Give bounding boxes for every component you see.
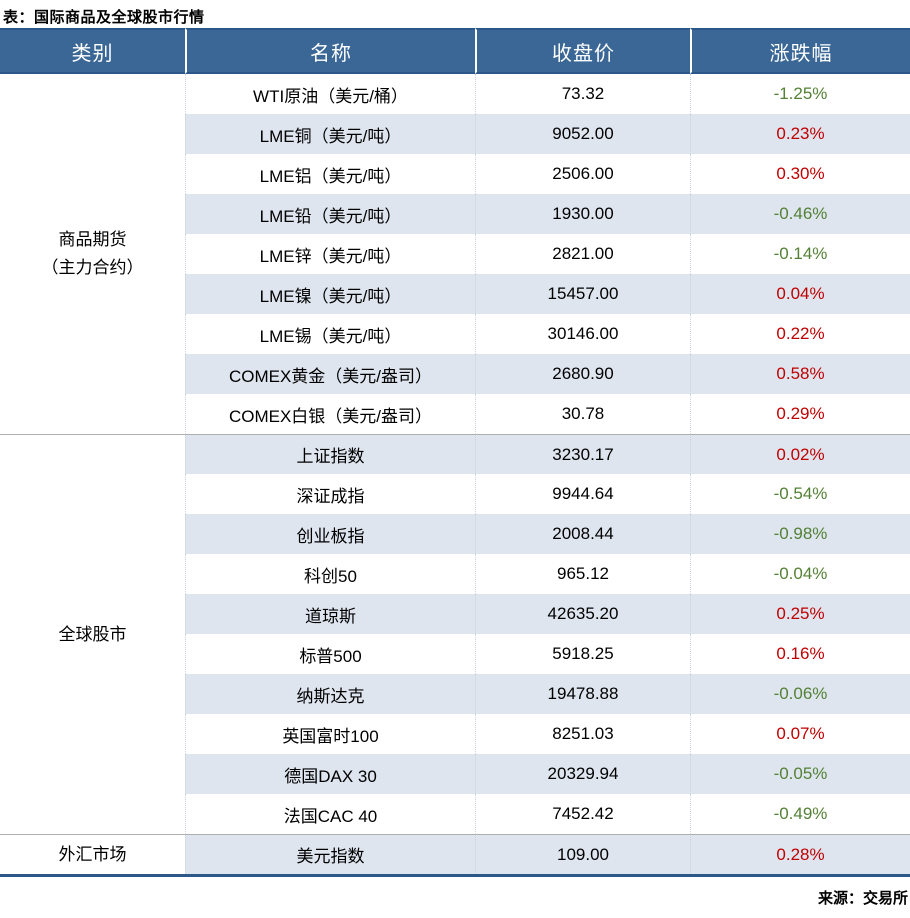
- close-cell: 42635.20: [475, 594, 690, 634]
- change-cell: -0.46%: [690, 194, 910, 234]
- change-cell: 0.29%: [690, 394, 910, 434]
- close-cell: 2506.00: [475, 154, 690, 194]
- change-cell: 0.58%: [690, 354, 910, 394]
- close-cell: 19478.88: [475, 674, 690, 714]
- close-cell: 5918.25: [475, 634, 690, 674]
- change-cell: -0.49%: [690, 794, 910, 834]
- name-cell: 创业板指: [185, 514, 475, 554]
- change-cell: -0.14%: [690, 234, 910, 274]
- name-cell: 法国CAC 40: [185, 794, 475, 834]
- name-cell: LME镍（美元/吨）: [185, 274, 475, 314]
- name-cell: COMEX白银（美元/盎司）: [185, 394, 475, 434]
- change-cell: 0.30%: [690, 154, 910, 194]
- close-cell: 2680.90: [475, 354, 690, 394]
- close-cell: 15457.00: [475, 274, 690, 314]
- name-cell: LME铅（美元/吨）: [185, 194, 475, 234]
- header-close: 收盘价: [475, 28, 690, 74]
- close-cell: 1930.00: [475, 194, 690, 234]
- close-cell: 9052.00: [475, 114, 690, 154]
- header-category: 类别: [0, 28, 185, 74]
- change-cell: -0.06%: [690, 674, 910, 714]
- change-cell: 0.28%: [690, 834, 910, 874]
- close-cell: 73.32: [475, 74, 690, 114]
- name-cell: 纳斯达克: [185, 674, 475, 714]
- change-cell: 0.22%: [690, 314, 910, 354]
- category-cell-global-stocks: 全球股市: [0, 434, 185, 834]
- name-cell: LME铜（美元/吨）: [185, 114, 475, 154]
- category-cell-forex: 外汇市场: [0, 834, 185, 874]
- name-cell: 标普500: [185, 634, 475, 674]
- change-cell: -0.05%: [690, 754, 910, 794]
- name-cell: 科创50: [185, 554, 475, 594]
- category-cell-commodity-futures: 商品期货 （主力合约）: [0, 74, 185, 434]
- name-cell: LME锌（美元/吨）: [185, 234, 475, 274]
- category-label: （主力合约）: [41, 258, 144, 277]
- change-cell: -0.98%: [690, 514, 910, 554]
- name-cell: 深证成指: [185, 474, 475, 514]
- change-cell: 0.04%: [690, 274, 910, 314]
- close-cell: 30146.00: [475, 314, 690, 354]
- change-cell: -0.54%: [690, 474, 910, 514]
- name-cell: LME锡（美元/吨）: [185, 314, 475, 354]
- header-change: 涨跌幅: [690, 28, 910, 74]
- change-cell: -0.04%: [690, 554, 910, 594]
- close-cell: 109.00: [475, 834, 690, 874]
- header-name: 名称: [185, 28, 475, 74]
- change-cell: 0.23%: [690, 114, 910, 154]
- change-cell: 0.16%: [690, 634, 910, 674]
- category-label: 商品期货: [58, 230, 127, 249]
- close-cell: 2008.44: [475, 514, 690, 554]
- name-cell: 德国DAX 30: [185, 754, 475, 794]
- name-cell: 美元指数: [185, 834, 475, 874]
- name-cell: WTI原油（美元/桶）: [185, 74, 475, 114]
- change-cell: 0.07%: [690, 714, 910, 754]
- close-cell: 2821.00: [475, 234, 690, 274]
- change-cell: 0.02%: [690, 434, 910, 474]
- name-cell: 道琼斯: [185, 594, 475, 634]
- name-cell: 英国富时100: [185, 714, 475, 754]
- close-cell: 3230.17: [475, 434, 690, 474]
- name-cell: 上证指数: [185, 434, 475, 474]
- change-cell: -1.25%: [690, 74, 910, 114]
- name-cell: LME铝（美元/吨）: [185, 154, 475, 194]
- close-cell: 30.78: [475, 394, 690, 434]
- close-cell: 8251.03: [475, 714, 690, 754]
- close-cell: 965.12: [475, 554, 690, 594]
- close-cell: 7452.42: [475, 794, 690, 834]
- close-cell: 9944.64: [475, 474, 690, 514]
- name-cell: COMEX黄金（美元/盎司）: [185, 354, 475, 394]
- close-cell: 20329.94: [475, 754, 690, 794]
- change-cell: 0.25%: [690, 594, 910, 634]
- table-title: 表：国际商品及全球股市行情: [3, 9, 205, 26]
- market-table: 类别 名称 收盘价 涨跌幅 商品期货 （主力合约） 全球股市 外汇市场 WTI原…: [0, 28, 910, 877]
- source-note: 来源：交易所: [817, 890, 908, 907]
